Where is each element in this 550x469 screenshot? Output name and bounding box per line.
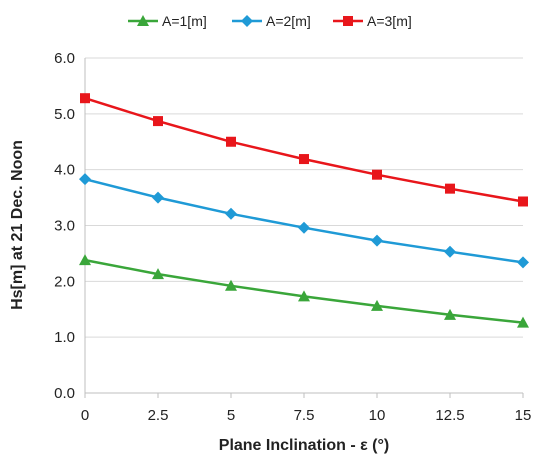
legend: A=1[m] A=2[m] A=3[m] — [128, 13, 412, 29]
y-tick-label: 1.0 — [54, 329, 75, 346]
data-point — [225, 207, 237, 220]
data-point — [518, 196, 528, 207]
data-point — [152, 268, 164, 280]
legend-marker — [241, 15, 253, 27]
series-3 — [80, 93, 528, 207]
legend-label: A=2[m] — [266, 13, 311, 29]
legend-item: A=1[m] — [128, 13, 207, 29]
axes — [84, 58, 524, 398]
x-tick-label: 0 — [81, 407, 89, 424]
x-tick-label: 7.5 — [294, 407, 315, 424]
data-point — [153, 116, 163, 127]
data-point — [225, 279, 237, 291]
y-tick-label: 4.0 — [54, 162, 75, 179]
data-point — [226, 136, 236, 147]
data-point — [444, 308, 456, 320]
y-tick-label: 0.0 — [54, 385, 75, 402]
x-tick-label: 12.5 — [435, 407, 464, 424]
x-tick-label: 2.5 — [148, 407, 169, 424]
x-tick-label: 10 — [369, 407, 386, 424]
data-point — [80, 93, 90, 104]
y-tick-label: 6.0 — [54, 50, 75, 67]
data-point — [445, 183, 455, 194]
x-tick-label: 15 — [515, 407, 532, 424]
legend-item: A=2[m] — [232, 13, 311, 29]
series-2 — [79, 173, 529, 269]
data-point — [517, 316, 529, 328]
data-point — [298, 221, 310, 234]
y-tick-label: 5.0 — [54, 106, 75, 123]
data-point — [517, 256, 529, 269]
x-axis-title: Plane Inclination - ε (°) — [219, 437, 389, 454]
legend-marker — [343, 16, 353, 26]
legend-label: A=1[m] — [162, 13, 207, 29]
data-point — [372, 169, 382, 180]
data-point — [79, 173, 91, 186]
data-point — [299, 154, 309, 165]
series-lines — [79, 93, 529, 328]
y-axis-title: Hs[m] at 21 Dec. Noon — [9, 140, 26, 310]
y-tick-label: 3.0 — [54, 218, 75, 235]
x-tick-label: 5 — [227, 407, 235, 424]
legend-marker — [137, 15, 149, 26]
tick-labels: 0.0 1.0 2.0 3.0 4.0 5.0 6.0 0 2.5 5 7.5 10 12.5 15 — [54, 50, 531, 424]
data-point — [79, 254, 91, 266]
data-point — [298, 290, 310, 302]
legend-label: A=3[m] — [367, 13, 412, 29]
series-line — [84, 177, 524, 264]
data-point — [371, 299, 383, 311]
y-tick-label: 2.0 — [54, 273, 75, 290]
legend-item: A=3[m] — [333, 13, 412, 29]
series-1 — [79, 254, 529, 328]
data-point — [371, 234, 383, 247]
data-point — [152, 191, 164, 204]
data-point — [444, 245, 456, 258]
